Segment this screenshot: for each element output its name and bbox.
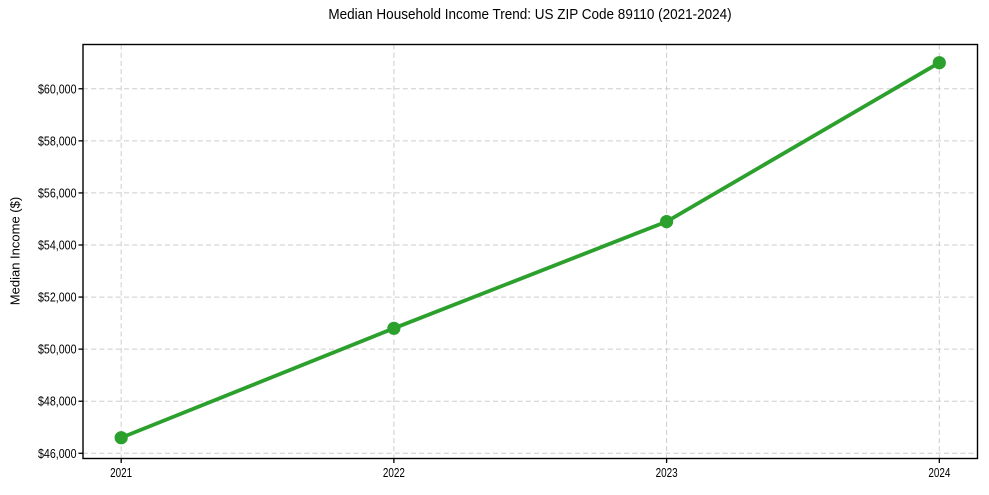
y-tick-label: $46,000 [38,446,77,461]
y-axis-label: Median Income ($) [7,196,23,306]
y-tick-label: $52,000 [38,290,77,305]
y-tick-label: $50,000 [38,342,77,357]
x-tick-label: 2021 [110,465,132,480]
data-point-marker [660,215,674,229]
y-tick-label: $60,000 [38,81,77,96]
data-point-marker [114,431,128,445]
data-point-marker [932,56,946,70]
y-tick-label: $56,000 [38,185,77,200]
x-tick-label: 2022 [383,465,405,480]
x-tick-label: 2023 [656,465,678,480]
y-tick-label: $54,000 [38,237,77,252]
y-tick-label: $48,000 [38,394,77,409]
income-trend-line [119,60,942,440]
x-tick-label: 2024 [928,465,950,480]
y-tick-label: $58,000 [38,133,77,148]
plot-border [82,43,979,460]
chart-title-text: Median Household Income Trend: US ZIP Co… [328,6,732,23]
chart-title: Median Household Income Trend: US ZIP Co… [83,6,977,24]
data-point-marker [387,321,401,335]
